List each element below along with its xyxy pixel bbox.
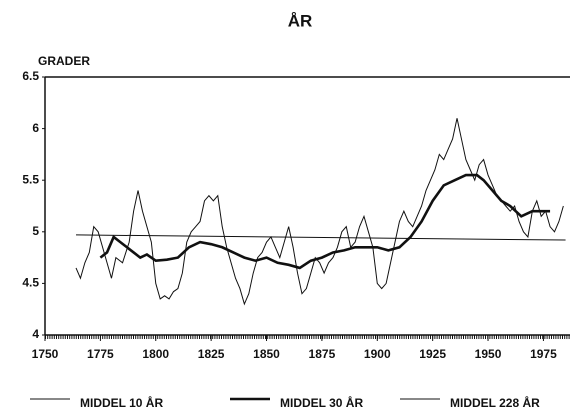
x-tick-label: 1825 (198, 347, 225, 361)
y-axis-label: GRADER (38, 54, 90, 68)
legend-label: MIDDEL 30 ÅR (280, 395, 363, 410)
y-tick-label: 4.5 (22, 276, 39, 290)
y-tick-label: 4 (32, 327, 39, 341)
legend-label: MIDDEL 10 ÅR (80, 395, 163, 410)
x-tick-label: 1775 (87, 347, 114, 361)
x-tick-label: 1850 (253, 347, 280, 361)
x-tick-label: 1950 (475, 347, 502, 361)
y-tick-label: 6 (32, 121, 39, 135)
x-tick-label: 1875 (309, 347, 336, 361)
series-line (75, 118, 564, 306)
x-tick-label: 1750 (32, 347, 59, 361)
y-tick-label: 5 (32, 224, 39, 238)
legend-label: MIDDEL 228 ÅR (450, 395, 540, 410)
y-tick-label: 5.5 (22, 172, 39, 186)
series-line (76, 234, 566, 241)
x-tick-label: 1900 (364, 347, 391, 361)
chart-title: ÅR (288, 11, 313, 30)
x-tick-label: 1975 (530, 347, 557, 361)
x-tick-label: 1800 (142, 347, 169, 361)
y-tick-label: 6.5 (22, 69, 39, 83)
series-line (99, 173, 551, 270)
x-tick-label: 1925 (419, 347, 446, 361)
